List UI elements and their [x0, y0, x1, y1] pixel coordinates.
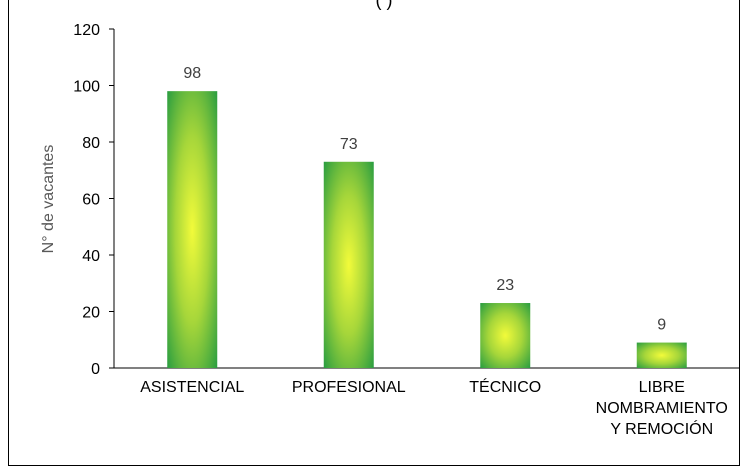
chart-title-fragment: ( ): [376, 0, 393, 10]
bars: [167, 91, 687, 369]
x-tick-label: Y REMOCIÓN: [610, 419, 713, 438]
x-tick-label: LIBRE: [639, 379, 685, 396]
bar: [323, 161, 374, 368]
data-label: 98: [183, 65, 201, 82]
x-tick-label: ASISTENCIAL: [140, 379, 244, 396]
x-tick-label: NOMBRAMIENTO: [596, 400, 728, 417]
data-labels: 98 73 23 9: [183, 65, 666, 333]
bar-chart: ( ) 0 20 40 60 80 100 120 98 73 23 9 ASISTENCIAL P…: [40, 0, 739, 438]
y-tick-label: 80: [82, 135, 100, 152]
x-tick-label: PROFESIONAL: [292, 379, 406, 396]
data-label: 73: [340, 136, 358, 153]
y-tick-label: 60: [82, 192, 100, 209]
y-tick-label: 0: [91, 361, 100, 378]
y-tick-label: 120: [73, 22, 100, 39]
data-label: 23: [496, 277, 514, 294]
x-tick-label: TÉCNICO: [469, 377, 541, 396]
y-tick-label: 40: [82, 248, 100, 265]
data-label: 9: [657, 317, 666, 334]
y-tick-label: 20: [82, 305, 100, 322]
bar: [167, 91, 218, 369]
bar: [636, 342, 687, 368]
bar: [480, 303, 531, 368]
y-axis: 0 20 40 60 80 100 120: [73, 22, 739, 378]
y-axis-label: N° de vacantes: [40, 145, 57, 254]
x-axis-ticks: ASISTENCIAL PROFESIONAL TÉCNICO LIBRE NOMBRA…: [140, 377, 728, 438]
y-tick-label: 100: [73, 79, 100, 96]
chart-frame: [8, 0, 740, 466]
